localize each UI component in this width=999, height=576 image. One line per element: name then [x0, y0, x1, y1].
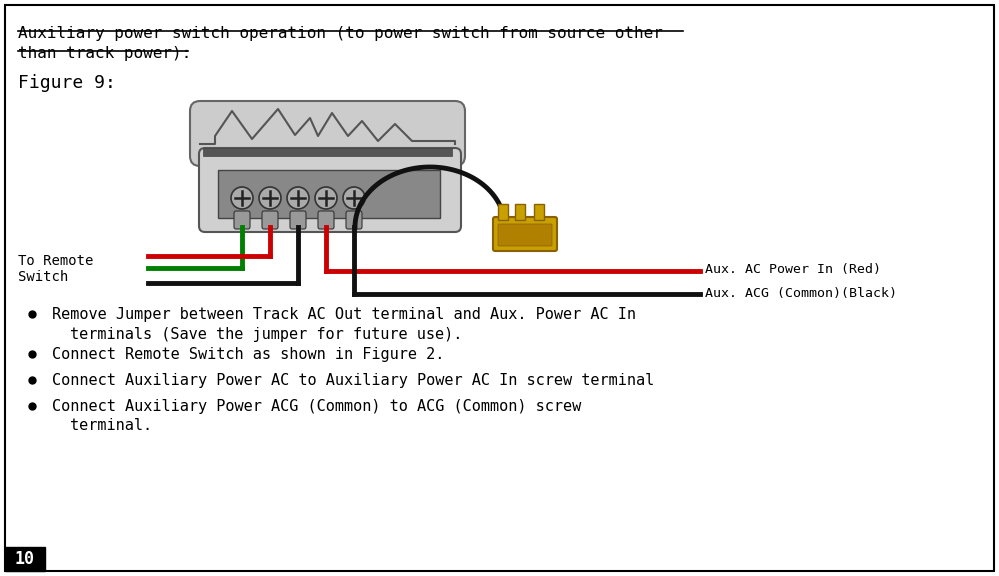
Text: Connect Remote Switch as shown in Figure 2.: Connect Remote Switch as shown in Figure… — [52, 347, 445, 362]
Bar — [498, 204, 508, 220]
Text: Aux. ACG (Common)(Black): Aux. ACG (Common)(Black) — [705, 286, 897, 300]
Polygon shape — [200, 109, 455, 144]
Circle shape — [231, 187, 253, 209]
Text: Figure 9:: Figure 9: — [18, 74, 116, 92]
Text: terminal.: terminal. — [70, 419, 152, 434]
Text: Connect Auxiliary Power AC to Auxiliary Power AC In screw terminal: Connect Auxiliary Power AC to Auxiliary … — [52, 373, 654, 388]
Text: Aux. AC Power In (Red): Aux. AC Power In (Red) — [705, 263, 881, 275]
Text: than track power):: than track power): — [18, 46, 191, 61]
Text: terminals (Save the jumper for future use).: terminals (Save the jumper for future us… — [70, 327, 463, 342]
FancyBboxPatch shape — [493, 217, 557, 251]
Text: Switch: Switch — [18, 270, 68, 284]
Bar — [534, 204, 544, 220]
Circle shape — [259, 187, 281, 209]
Circle shape — [343, 187, 365, 209]
Bar — [5, 547, 45, 571]
Text: Remove Jumper between Track AC Out terminal and Aux. Power AC In: Remove Jumper between Track AC Out termi… — [52, 306, 636, 321]
FancyBboxPatch shape — [318, 211, 334, 229]
FancyBboxPatch shape — [290, 211, 306, 229]
Bar — [515, 204, 525, 220]
Bar — [203, 148, 452, 156]
Text: To Remote: To Remote — [18, 254, 93, 268]
Text: Auxiliary power switch operation (to power switch from source other: Auxiliary power switch operation (to pow… — [18, 26, 663, 41]
FancyBboxPatch shape — [262, 211, 278, 229]
Text: 10: 10 — [15, 550, 35, 568]
Circle shape — [315, 187, 337, 209]
FancyBboxPatch shape — [234, 211, 250, 229]
FancyBboxPatch shape — [346, 211, 362, 229]
FancyBboxPatch shape — [498, 224, 552, 246]
FancyBboxPatch shape — [190, 101, 465, 166]
FancyBboxPatch shape — [199, 148, 461, 232]
Text: Connect Auxiliary Power ACG (Common) to ACG (Common) screw: Connect Auxiliary Power ACG (Common) to … — [52, 399, 581, 414]
Circle shape — [287, 187, 309, 209]
Bar — [218, 170, 440, 218]
